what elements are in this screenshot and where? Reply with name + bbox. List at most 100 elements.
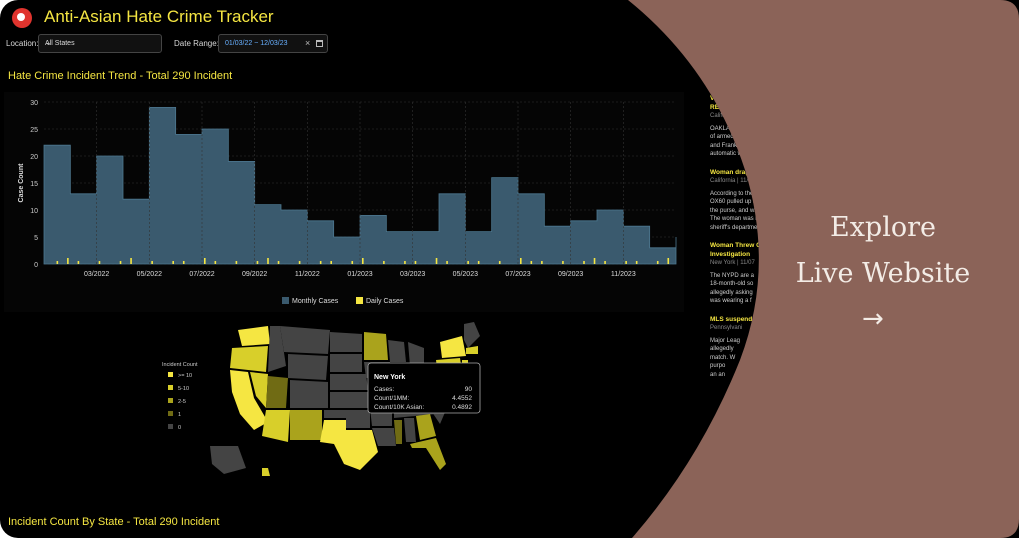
clear-date-icon[interactable]: ×	[305, 38, 311, 48]
legend-label[interactable]: Daily Cases	[366, 298, 404, 305]
daily-cases-bar[interactable]	[583, 261, 585, 264]
state-id	[268, 326, 286, 372]
cta-panel-shape	[628, 0, 1019, 538]
state-sc	[432, 410, 446, 424]
state-sd	[330, 354, 362, 372]
state-panel-title: Incident Count By State - Total 290 Inci…	[8, 516, 220, 528]
news-body-line: OX60 pulled up a	[710, 199, 757, 205]
daily-cases-bar[interactable]	[67, 258, 69, 264]
daily-cases-bar[interactable]	[435, 258, 438, 264]
daily-cases-bar[interactable]	[383, 261, 385, 264]
daily-cases-bar[interactable]	[172, 261, 174, 264]
state-ma	[466, 346, 478, 354]
daily-cases-bar[interactable]	[593, 258, 596, 264]
news-body-line: Major Leag	[710, 337, 741, 344]
location-value: All States	[45, 40, 75, 47]
state-wy	[288, 354, 328, 380]
date-range-picker[interactable]: 01/03/22 ~ 12/03/23 ×	[218, 34, 328, 53]
daily-cases-bar[interactable]	[520, 258, 522, 264]
daily-cases-bar[interactable]	[298, 261, 301, 264]
legend-swatch	[168, 372, 173, 377]
state-nm	[290, 410, 322, 440]
state-fl	[410, 438, 446, 470]
state-ut	[266, 376, 288, 408]
daily-cases-bar[interactable]	[56, 261, 59, 264]
daily-cases-bar[interactable]	[541, 261, 543, 264]
state-ny	[440, 336, 466, 358]
daily-cases-bar[interactable]	[235, 261, 238, 264]
daily-cases-bar[interactable]	[362, 258, 364, 264]
state-mn	[364, 332, 388, 360]
state-la	[372, 428, 396, 446]
daily-cases-bar[interactable]	[151, 261, 153, 264]
daily-cases-bar[interactable]	[319, 261, 322, 264]
daily-cases-bar[interactable]	[667, 258, 670, 264]
calendar-icon[interactable]	[316, 40, 323, 47]
legend-label[interactable]: Monthly Cases	[292, 298, 339, 305]
legend-label: 5-10	[178, 386, 189, 392]
daily-cases-bar[interactable]	[267, 258, 269, 264]
news-body-line: was wearing a f	[710, 298, 752, 304]
legend-swatch	[356, 297, 363, 304]
x-tick-label: 03/2022	[84, 271, 109, 278]
legend-swatch	[168, 411, 173, 416]
location-select[interactable]: All States ⌄	[38, 34, 162, 53]
daily-cases-bar[interactable]	[404, 261, 406, 264]
x-tick-label: 07/2023	[505, 271, 530, 278]
chevron-down-icon: ⌄	[45, 38, 52, 47]
news-headline: Woman Threw C	[710, 242, 761, 249]
daily-cases-bar[interactable]	[277, 261, 280, 264]
daily-cases-bar[interactable]	[530, 261, 533, 264]
daily-cases-bar[interactable]	[98, 261, 101, 264]
state-ca	[230, 370, 268, 430]
news-body-line: OAKLAN	[710, 125, 735, 132]
daily-cases-bar[interactable]	[625, 261, 627, 264]
daily-cases-bar[interactable]	[562, 261, 564, 264]
news-body-line: purpo	[710, 363, 726, 369]
news-source: California | 11/2	[710, 178, 752, 184]
daily-cases-bar[interactable]	[446, 261, 448, 264]
daily-cases-bar[interactable]	[214, 261, 217, 264]
state-ok	[324, 410, 370, 428]
legend-swatch	[168, 424, 173, 429]
daily-cases-bar[interactable]	[604, 261, 606, 264]
daily-cases-bar[interactable]	[256, 261, 259, 264]
tooltip-row-value: 90	[465, 386, 473, 393]
daily-cases-bar[interactable]	[330, 261, 332, 264]
chart-legend: Monthly Cases Daily Cases	[282, 297, 404, 305]
daily-cases-bar[interactable]	[77, 261, 80, 264]
news-body-line: The NYPD are a	[710, 272, 755, 279]
daily-cases-bar[interactable]	[635, 261, 638, 264]
state-ms	[394, 420, 402, 444]
explore-cta[interactable]: Explore Live Website	[758, 205, 1008, 297]
x-tick-label: 11/2022	[295, 271, 320, 278]
daily-cases-bar[interactable]	[467, 261, 469, 264]
news-item[interactable]: Woman dragg California | 11/2 According to…	[710, 169, 770, 243]
state-or	[230, 346, 268, 372]
news-item[interactable]: Woman Threw C Investigation New York | 11/…	[710, 242, 770, 316]
daily-cases-bar[interactable]	[204, 258, 206, 264]
date-range-value: 01/03/22 ~ 12/03/23	[225, 40, 288, 47]
legend-label: 1	[178, 412, 181, 418]
y-tick-label: 30	[30, 100, 38, 107]
daily-cases-bar[interactable]	[656, 261, 659, 264]
daily-cases-bar[interactable]	[498, 261, 501, 264]
daily-cases-bar[interactable]	[130, 258, 132, 264]
news-item[interactable]: MLS suspend Pennsylvani Major Leag allegedl…	[710, 316, 770, 390]
y-tick-label: 25	[30, 127, 38, 134]
map-legend: Incident Count >= 10 5-10 2-5 1 0	[162, 362, 198, 431]
news-body-line: allegedly	[710, 346, 734, 352]
map-tooltip: New York Cases: 90 Count/1MM: 4.4552 Cou…	[367, 362, 481, 414]
daily-cases-bar[interactable]	[351, 261, 354, 264]
y-tick-label: 20	[30, 154, 38, 161]
daily-cases-bar[interactable]	[477, 261, 480, 264]
tooltip-state: New York	[374, 374, 405, 381]
daily-cases-bar[interactable]	[414, 261, 417, 264]
daily-cases-bar[interactable]	[182, 261, 185, 264]
x-tick-label: 05/2022	[137, 271, 162, 278]
arrow-right-icon[interactable]: →	[862, 304, 884, 334]
daily-cases-bar[interactable]	[119, 261, 122, 264]
